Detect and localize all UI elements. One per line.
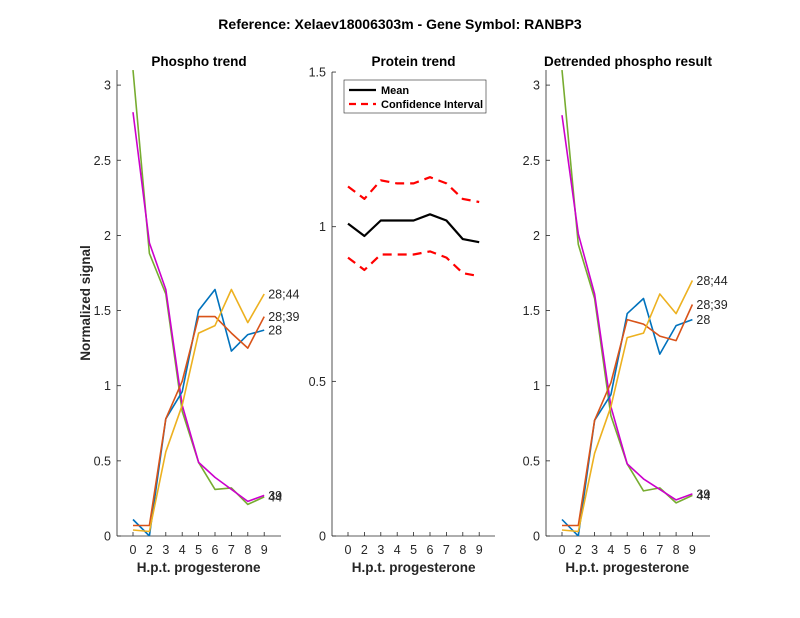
x-tick-label: 4 [394, 543, 401, 557]
panel-title: Protein trend [371, 54, 455, 69]
series-end-label: 28 [696, 313, 710, 327]
y-tick-label: 1.5 [523, 304, 540, 318]
series-line-28-44 [132, 288, 265, 533]
y-tick-label: 2.5 [523, 154, 540, 168]
y-axis-label: Normalized signal [78, 245, 93, 361]
legend-box [343, 79, 487, 114]
y-tick-label: 0.5 [309, 375, 326, 389]
figure-suptitle: Reference: Xelaev18006303m - Gene Symbol… [218, 16, 582, 32]
plot-area [561, 70, 694, 536]
x-tick-label: 2 [146, 543, 153, 557]
x-tick-label: 4 [179, 543, 186, 557]
x-tick-label: 0 [559, 543, 566, 557]
y-tick-label: 2 [104, 229, 111, 243]
legend-label-mean: Mean [381, 85, 409, 97]
x-tick-label: 3 [591, 543, 598, 557]
series-end-label: 39 [268, 489, 282, 503]
x-tick-label: 7 [656, 543, 663, 557]
series-end-label: 28;44 [268, 288, 299, 302]
x-tick-label: 8 [244, 543, 251, 557]
y-tick-label: 0.5 [94, 454, 111, 468]
x-tick-label: 3 [377, 543, 384, 557]
series-line-mean [347, 213, 480, 244]
series-end-label: 44 [696, 489, 710, 503]
series-end-label: 39 [696, 487, 710, 501]
legend-label-ci: Confidence Interval [381, 99, 483, 111]
x-tick-label: 6 [212, 543, 219, 557]
panel-title: Phospho trend [151, 54, 246, 69]
x-axis-label: H.p.t. progesterone [565, 560, 689, 575]
panel-title: Detrended phospho result [544, 54, 713, 69]
x-tick-label: 0 [130, 543, 137, 557]
x-axis-label: H.p.t. progesterone [352, 560, 476, 575]
series-end-label: 28 [268, 324, 282, 338]
series-end-label: 28;44 [696, 274, 727, 288]
x-tick-label: 6 [427, 543, 434, 557]
series-line-28 [132, 288, 265, 536]
plot-area [347, 176, 480, 278]
x-tick-label: 7 [443, 543, 450, 557]
y-tick-label: 1.5 [309, 66, 326, 80]
series-line-confidence-interval [347, 176, 480, 204]
x-tick-label: 9 [261, 543, 268, 557]
series-end-label: 28;39 [268, 310, 299, 324]
series-line-39 [132, 112, 265, 503]
series-line-28-39 [133, 315, 265, 527]
x-tick-label: 8 [673, 543, 680, 557]
y-tick-label: 0.5 [523, 454, 540, 468]
series-line-39 [561, 115, 693, 501]
x-tick-label: 6 [640, 543, 647, 557]
x-tick-label: 2 [361, 543, 368, 557]
y-tick-label: 1 [104, 379, 111, 393]
legend: Mean Confidence Interval [343, 79, 487, 114]
x-tick-label: 0 [345, 543, 352, 557]
x-tick-label: 9 [689, 543, 696, 557]
y-tick-label: 0 [533, 530, 540, 544]
x-axis-label: H.p.t. progesterone [137, 560, 261, 575]
y-tick-label: 1 [319, 220, 326, 234]
x-tick-label: 5 [410, 543, 417, 557]
series-line-confidence-interval-lower- [347, 250, 480, 278]
plot-area [132, 70, 265, 536]
series-line-44 [561, 70, 693, 504]
y-tick-label: 3 [104, 79, 111, 93]
y-tick-label: 1 [533, 379, 540, 393]
x-tick-label: 4 [607, 543, 614, 557]
series-end-label: 28;39 [696, 298, 727, 312]
y-tick-label: 1.5 [94, 304, 111, 318]
series-line-28 [561, 297, 693, 536]
x-tick-label: 5 [195, 543, 202, 557]
x-tick-label: 8 [459, 543, 466, 557]
y-tick-label: 0 [319, 530, 326, 544]
series-line-44 [132, 70, 265, 506]
y-tick-label: 0 [104, 530, 111, 544]
series-line-28-39 [562, 304, 694, 527]
y-tick-label: 2 [533, 229, 540, 243]
x-tick-label: 9 [476, 543, 483, 557]
series-line-28-44 [561, 280, 694, 533]
x-tick-label: 5 [624, 543, 631, 557]
x-tick-label: 3 [162, 543, 169, 557]
y-tick-label: 3 [533, 79, 540, 93]
series-end-label: 44 [268, 490, 282, 504]
y-tick-label: 2.5 [94, 154, 111, 168]
x-tick-label: 2 [575, 543, 582, 557]
x-tick-label: 7 [228, 543, 235, 557]
